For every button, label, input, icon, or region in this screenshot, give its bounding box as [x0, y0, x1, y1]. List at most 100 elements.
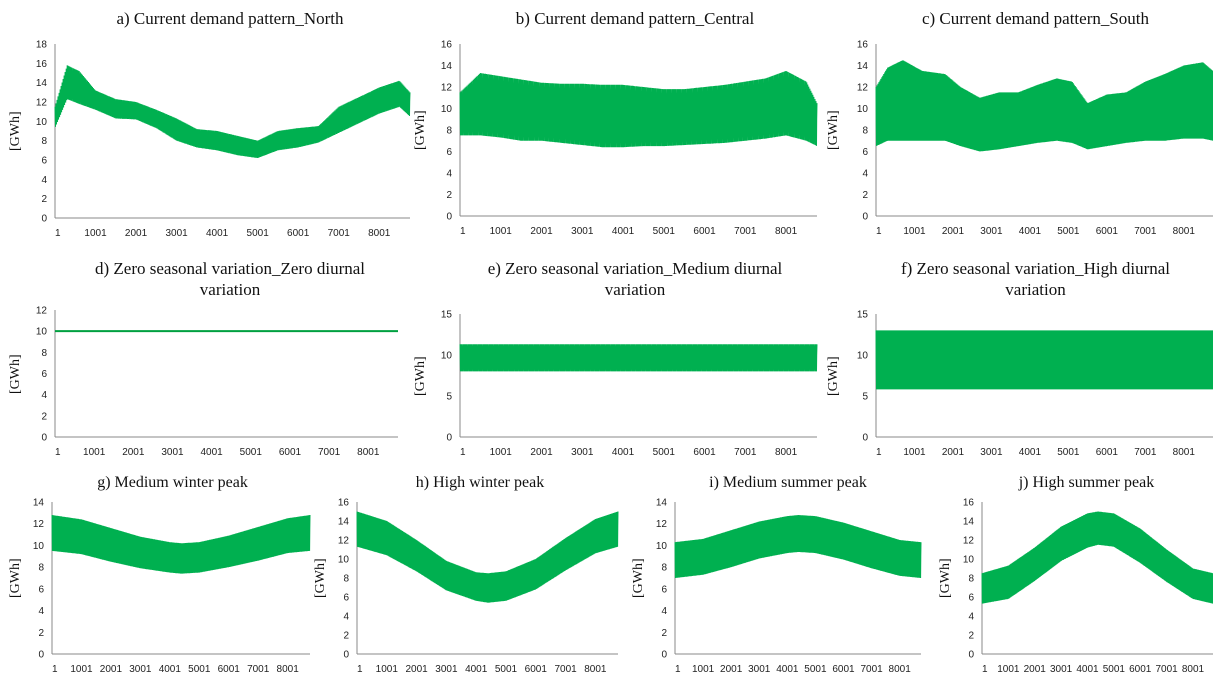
x-tick-label: 7001 [1134, 447, 1157, 458]
x-tick-label: 5001 [1103, 664, 1126, 673]
y-tick-label: 6 [446, 147, 452, 158]
y-tick-label: 0 [661, 650, 667, 661]
x-tick-label: 6001 [525, 664, 548, 673]
y-tick-label: 6 [38, 584, 44, 595]
y-tick-label: 15 [857, 310, 869, 321]
chart-panel-d: d) Zero seasonal variation_Zero diurnal … [0, 254, 420, 459]
x-tick-label: 3001 [435, 664, 458, 673]
x-tick-label: 3001 [571, 447, 594, 458]
y-tick-label: 8 [41, 136, 47, 147]
y-tick-label: 2 [41, 411, 47, 422]
y-tick-label: 6 [343, 593, 349, 604]
plot-area: 0 2 4 6 8 10 12 14 1 1001 2001 3001 4001 5001 6001 7001… [656, 498, 922, 673]
series-band [675, 521, 921, 568]
y-tick-label: 8 [38, 563, 44, 574]
y-tick-label: 4 [968, 612, 974, 623]
x-tick-label: 1001 [490, 226, 513, 237]
x-tick-label: 6001 [279, 447, 302, 458]
y-tick-label: 4 [41, 390, 47, 401]
series-band [55, 71, 410, 153]
x-tick-label: 8001 [1173, 447, 1196, 458]
x-tick-label: 1 [55, 447, 61, 458]
y-tick-label: 8 [968, 574, 974, 585]
x-tick-label: 7001 [1134, 226, 1157, 237]
y-tick-label: 16 [441, 40, 453, 51]
x-tick-label: 4001 [1019, 226, 1042, 237]
x-tick-label: 5001 [247, 228, 270, 239]
chart-panel-j: j) High summer peak [GWh] 0 2 4 6 8 10 12 14 16 1… [930, 468, 1213, 673]
y-tick-label: 0 [41, 214, 47, 225]
x-tick-label: 6001 [218, 664, 241, 673]
x-tick-label: 7001 [734, 226, 757, 237]
y-tick-label: 2 [41, 194, 47, 205]
chart-panel-f: f) Zero seasonal variation_High diurnal … [818, 254, 1213, 459]
y-tick-label: 0 [968, 650, 974, 661]
x-tick-label: 3001 [161, 447, 184, 458]
x-tick-label: 8001 [584, 664, 607, 673]
y-tick-label: 2 [446, 190, 452, 201]
y-tick-label: 12 [338, 536, 350, 547]
chart-title: d) Zero seasonal variation_Zero diurnal … [0, 258, 420, 300]
x-tick-label: 4001 [201, 447, 224, 458]
y-tick-label: 14 [441, 61, 453, 72]
y-tick-label: 0 [862, 212, 868, 223]
chart-title: b) Current demand pattern_Central [515, 9, 755, 28]
x-tick-label: 7001 [328, 228, 351, 239]
chart-title-line-1: f) Zero seasonal variation_High diurnal [900, 259, 1171, 278]
x-tick-label: 5001 [1057, 447, 1080, 458]
x-tick-label: 6001 [1096, 226, 1119, 237]
y-tick-label: 16 [338, 498, 350, 509]
y-tick-label: 14 [857, 61, 869, 72]
chart-title-line-2: variation [199, 280, 261, 299]
chart-panel-b: b) Current demand pattern_Central [GWh] … [405, 0, 825, 240]
series-band [460, 349, 817, 364]
x-tick-label: 3001 [165, 228, 188, 239]
y-tick-label: 10 [857, 351, 869, 362]
chart-title-line-1: d) Zero seasonal variation_Zero diurnal [94, 259, 365, 278]
y-tick-label: 6 [968, 593, 974, 604]
y-tick-label: 2 [968, 631, 974, 642]
x-tick-label: 2001 [530, 226, 553, 237]
y-tick-label: 15 [441, 310, 453, 321]
y-tick-label: 12 [36, 306, 48, 317]
x-tick-label: 1001 [84, 228, 107, 239]
x-tick-label: 7001 [318, 447, 341, 458]
chart-title: f) Zero seasonal variation_High diurnal … [818, 258, 1213, 300]
x-tick-label: 1001 [903, 447, 926, 458]
x-tick-label: 2001 [942, 226, 965, 237]
y-tick-label: 6 [41, 369, 47, 380]
x-tick-label: 8001 [1182, 664, 1205, 673]
y-tick-label: 12 [36, 98, 48, 109]
x-tick-label: 2001 [125, 228, 148, 239]
y-tick-label: 2 [343, 631, 349, 642]
x-tick-label: 4001 [465, 664, 488, 673]
x-tick-label: 2001 [942, 447, 965, 458]
y-tick-label: 0 [41, 433, 47, 444]
x-tick-label: 7001 [247, 664, 270, 673]
x-tick-label: 2001 [100, 664, 123, 673]
y-tick-label: 12 [441, 83, 453, 94]
x-tick-label: 3001 [748, 664, 771, 673]
y-tick-label: 10 [441, 351, 453, 362]
x-tick-label: 1001 [70, 664, 93, 673]
plot-area: 0 2 4 6 8 10 12 1 1001 2001 3001 4001 5001 6001 7001 80… [36, 306, 398, 458]
y-tick-label: 0 [446, 212, 452, 223]
x-tick-label: 1001 [83, 447, 106, 458]
y-tick-label: 10 [36, 327, 48, 338]
y-tick-label: 8 [661, 563, 667, 574]
x-tick-label: 8001 [775, 226, 798, 237]
plot-area: 0 5 10 15 1 1001 2001 3001 4001 5001 6001 7001 8001 [441, 310, 818, 458]
x-tick-label: 1 [52, 664, 58, 673]
x-tick-label: 5001 [653, 447, 676, 458]
x-tick-label: 7001 [860, 664, 883, 673]
series-band [460, 82, 817, 134]
x-tick-label: 1001 [692, 664, 715, 673]
x-tick-label: 6001 [1096, 447, 1119, 458]
y-tick-label: 18 [36, 40, 48, 51]
y-tick-label: 10 [963, 555, 975, 566]
